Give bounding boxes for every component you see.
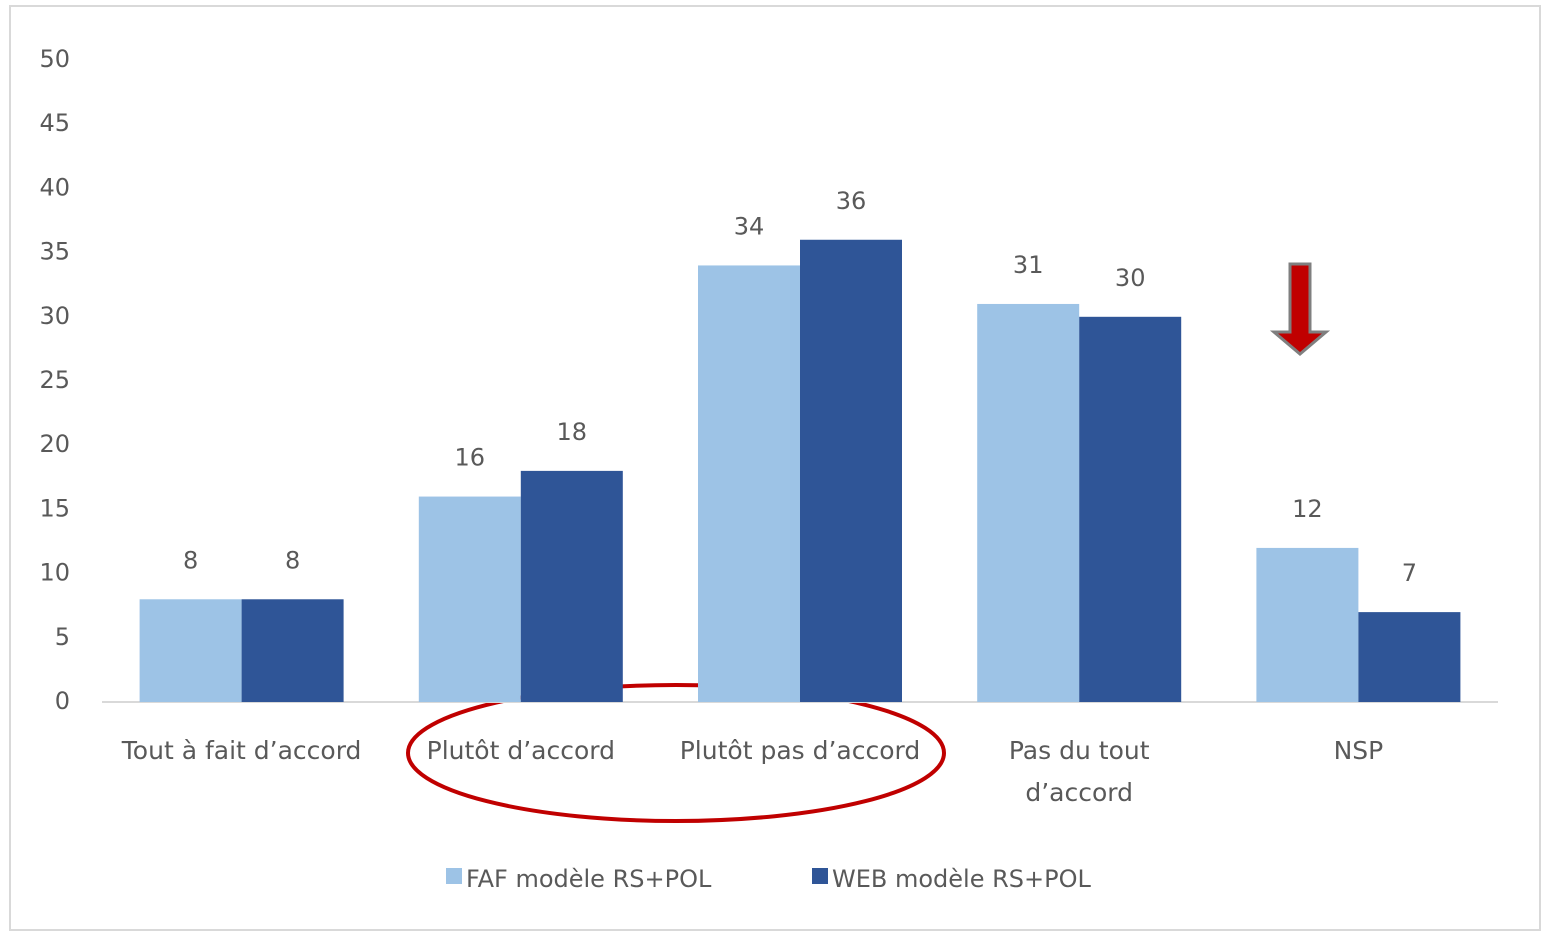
legend-swatch bbox=[446, 868, 462, 884]
y-tick-label: 15 bbox=[39, 494, 70, 522]
chart-border bbox=[9, 5, 1541, 931]
y-tick-label: 40 bbox=[39, 173, 70, 201]
bar bbox=[418, 496, 521, 702]
bar bbox=[1256, 547, 1359, 702]
legend-label: WEB modèle RS+POL bbox=[832, 865, 1091, 893]
y-tick-label: 25 bbox=[39, 366, 70, 394]
bar bbox=[520, 470, 623, 702]
bar bbox=[800, 239, 902, 702]
bar bbox=[977, 303, 1080, 702]
y-tick-label: 5 bbox=[55, 623, 70, 651]
data-label: 34 bbox=[734, 212, 765, 240]
legend-swatch bbox=[812, 868, 828, 884]
data-label: 8 bbox=[285, 546, 300, 574]
data-label: 16 bbox=[455, 444, 486, 472]
bar bbox=[241, 599, 344, 702]
x-tick-label: Pas du tout d’accord bbox=[1008, 736, 1150, 807]
bar bbox=[1358, 612, 1461, 702]
bar bbox=[139, 599, 242, 702]
bar bbox=[1079, 316, 1182, 702]
highlight-ellipse bbox=[406, 683, 946, 823]
x-tick-label: NSP bbox=[1333, 736, 1384, 765]
data-label: 8 bbox=[183, 546, 198, 574]
data-label: 18 bbox=[557, 418, 588, 446]
y-tick-label: 20 bbox=[39, 430, 70, 458]
y-tick-label: 0 bbox=[55, 687, 70, 715]
y-tick-label: 35 bbox=[39, 238, 70, 266]
x-tick-label: Plutôt pas d’accord bbox=[679, 736, 921, 765]
data-label: 36 bbox=[836, 187, 867, 215]
legend-label: FAF modèle RS+POL bbox=[466, 865, 712, 893]
y-tick-label: 50 bbox=[39, 45, 70, 73]
x-tick-label: Plutôt d’accord bbox=[426, 736, 615, 765]
data-label: 7 bbox=[1402, 559, 1417, 587]
x-tick-label: Tout à fait d’accord bbox=[121, 736, 362, 765]
data-label: 12 bbox=[1292, 495, 1323, 523]
y-tick-label: 45 bbox=[39, 109, 70, 137]
bar bbox=[698, 265, 800, 702]
data-label: 31 bbox=[1013, 251, 1044, 279]
y-tick-label: 10 bbox=[39, 559, 70, 587]
down-arrow bbox=[1269, 262, 1331, 356]
y-tick-label: 30 bbox=[39, 302, 70, 330]
data-label: 30 bbox=[1115, 264, 1146, 292]
